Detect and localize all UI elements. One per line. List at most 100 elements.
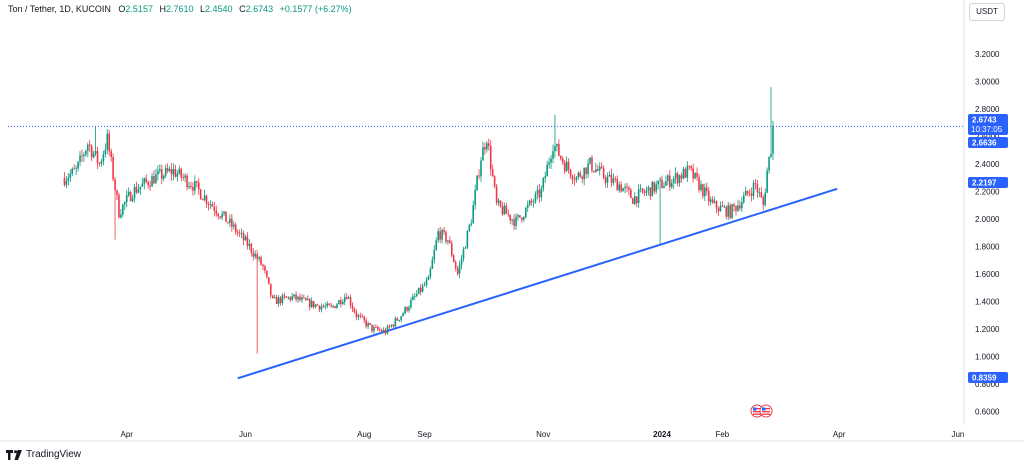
trendline-layer[interactable] [237, 187, 838, 380]
candle-body [748, 193, 751, 195]
candle-body [427, 276, 430, 281]
candle-body [268, 277, 270, 284]
candle-body [449, 240, 451, 244]
candle-body [386, 326, 389, 334]
candle-body [509, 214, 511, 221]
event-icons[interactable] [750, 404, 773, 418]
y-tick-label: 0.8000 [975, 380, 1000, 389]
candle-body [332, 306, 334, 307]
candle-body [474, 189, 476, 206]
candle-body [540, 188, 543, 198]
support-trendline[interactable] [237, 187, 838, 380]
candle-body [694, 172, 696, 179]
candle-body [684, 168, 687, 178]
candle-body [378, 329, 381, 331]
x-tick-label: Feb [715, 430, 729, 439]
candle-body [637, 189, 640, 204]
candle-body [606, 176, 609, 183]
candle-body [491, 169, 494, 177]
candle-body [90, 146, 93, 158]
candle-body [367, 323, 369, 327]
candle-body [497, 200, 500, 203]
us-flag-icon[interactable] [759, 404, 773, 418]
candle-body [260, 257, 262, 265]
candle-body [180, 168, 183, 178]
candle-body [406, 307, 408, 311]
candle-body [363, 316, 366, 321]
candle-body [647, 187, 650, 191]
candle-body [269, 283, 272, 296]
candle-body [579, 172, 582, 177]
candle-body [199, 189, 202, 200]
candle-body [184, 175, 186, 178]
candle-body [217, 213, 220, 217]
candle-body [421, 285, 424, 292]
candle-body [322, 306, 325, 308]
candle-body [429, 268, 432, 277]
candle-body [170, 169, 173, 175]
candle-body [608, 174, 611, 177]
y-tick-label: 0.6000 [975, 407, 1000, 416]
candle-body [548, 162, 550, 165]
candle-body [690, 166, 693, 169]
candle-body [328, 303, 330, 306]
candle-body [536, 189, 539, 194]
candle-body [157, 170, 159, 175]
candle-body [242, 232, 245, 241]
candle-body [704, 187, 706, 197]
candle-body [133, 187, 136, 199]
candle-body [729, 205, 731, 219]
candle-body [141, 183, 144, 187]
candle-body [215, 210, 218, 214]
candle-body [106, 133, 109, 150]
candle-body [207, 203, 210, 205]
candle-body [499, 200, 502, 207]
candle-body [402, 313, 404, 317]
countdown-label: 10:37:05 [971, 125, 1003, 134]
candle-body [591, 157, 593, 171]
price-label-value: 2.6743 [972, 116, 997, 125]
candle-body [521, 217, 523, 220]
candle-body [285, 296, 288, 298]
price-label-bg [968, 177, 1008, 188]
candle-body [489, 146, 492, 170]
candle-body [517, 215, 519, 217]
candle-body [380, 330, 383, 332]
candle-body [73, 168, 75, 170]
candle-body [707, 190, 710, 202]
candle-body [717, 208, 720, 212]
candle-body [626, 186, 628, 188]
candle-body [203, 195, 206, 201]
candle-body [108, 133, 111, 152]
brand-name: TradingView [26, 449, 82, 460]
currency-button[interactable]: USDT [969, 3, 1005, 21]
candle-body [201, 199, 204, 201]
x-tick-label: Apr [121, 430, 134, 439]
candle-body [556, 143, 558, 147]
tradingview-logo-icon [6, 449, 22, 460]
candle-body [312, 300, 315, 308]
candle-body [503, 205, 506, 215]
candle-body [229, 218, 231, 223]
candle-body [324, 306, 327, 307]
candle-body [234, 224, 237, 233]
candle-body [532, 201, 535, 203]
candle-body [384, 329, 387, 334]
candle-body [507, 213, 510, 215]
y-tick-label: 2.0000 [975, 215, 1000, 224]
candle-body [766, 170, 768, 193]
candle-body [472, 205, 475, 224]
candle-body [686, 165, 689, 178]
candle-body [711, 199, 714, 203]
low-value: 2.4540 [205, 4, 233, 14]
candle-body [271, 295, 274, 298]
candle-body [145, 178, 148, 182]
candle-body [534, 193, 537, 202]
candle-body [622, 188, 624, 192]
candle-body [349, 297, 352, 306]
candle-body [412, 296, 414, 301]
candle-body [186, 175, 188, 188]
candle-body [682, 168, 685, 179]
